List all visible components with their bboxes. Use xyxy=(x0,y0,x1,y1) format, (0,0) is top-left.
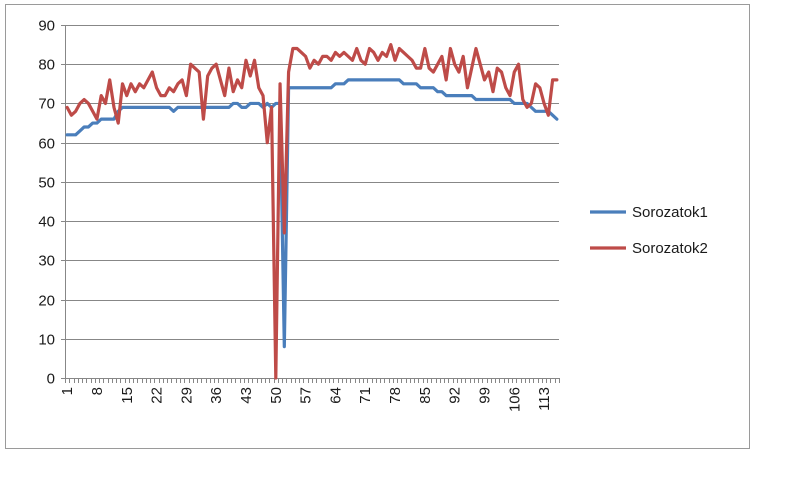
y-tick-label: 20 xyxy=(38,293,55,310)
legend-label-2: Sorozatok2 xyxy=(632,240,708,257)
y-tick-label: 10 xyxy=(38,332,55,349)
x-tick-label: 113 xyxy=(536,387,553,411)
x-tick-label: 29 xyxy=(178,387,195,404)
x-tick-label: 57 xyxy=(298,387,315,404)
x-tick-label: 64 xyxy=(327,387,344,404)
y-tick-label: 80 xyxy=(38,57,55,74)
x-tick-label: 43 xyxy=(238,387,255,404)
series-line-1 xyxy=(65,78,559,349)
y-tick-label: 60 xyxy=(38,136,55,153)
y-tick-label: 90 xyxy=(38,18,55,35)
axes xyxy=(61,25,560,383)
x-tick-label: 50 xyxy=(268,387,285,404)
x-tick-label: 15 xyxy=(119,387,136,404)
legend-label-1: Sorozatok1 xyxy=(632,204,708,221)
y-tick-label: 30 xyxy=(38,253,55,270)
x-tick-labels: 1 8 15 22 29 36 43 50 57 64 71 78 85 92 99 106 113 xyxy=(59,387,553,412)
x-tick-label: 106 xyxy=(506,387,523,412)
x-tick-label: 78 xyxy=(387,387,404,404)
x-tick-label: 99 xyxy=(476,387,493,404)
legend: Sorozatok1 Sorozatok2 xyxy=(590,204,708,257)
chart-frame: 0 10 20 30 40 50 60 70 80 90 1 8 15 22 29 36 43 50 57 64 71… xyxy=(5,4,750,449)
y-tick-label: 0 xyxy=(47,371,55,388)
gridlines xyxy=(65,25,559,340)
y-tick-label: 40 xyxy=(38,214,55,231)
line-chart: 0 10 20 30 40 50 60 70 80 90 1 8 15 22 29 36 43 50 57 64 71… xyxy=(38,18,708,413)
x-tick-label: 92 xyxy=(447,387,464,404)
x-tick-label: 71 xyxy=(357,387,374,404)
x-tick-label: 22 xyxy=(149,387,166,404)
series-lines xyxy=(65,43,559,380)
x-tick-label: 36 xyxy=(208,387,225,404)
y-tick-label: 70 xyxy=(38,96,55,113)
x-tick-label: 85 xyxy=(417,387,434,404)
series-line-2 xyxy=(65,43,559,380)
y-tick-label: 50 xyxy=(38,175,55,192)
x-tick-label: 1 xyxy=(59,387,76,395)
x-tick-label: 8 xyxy=(89,387,106,395)
y-tick-labels: 0 10 20 30 40 50 60 70 80 90 xyxy=(38,18,55,388)
